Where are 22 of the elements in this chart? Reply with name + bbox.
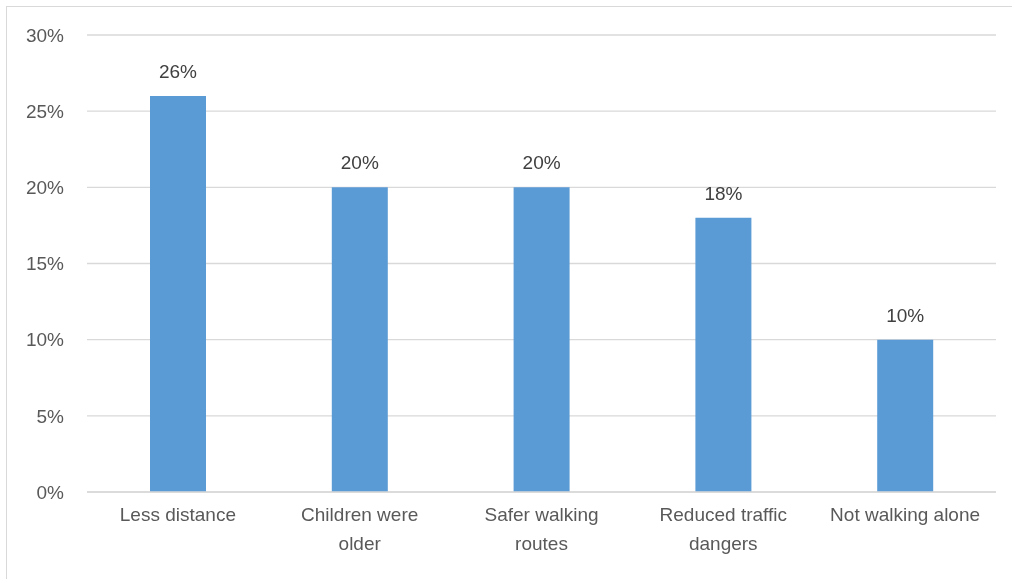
x-tick-label: Not walking alone — [830, 504, 981, 525]
y-tick-label: 30% — [25, 24, 65, 46]
data-label: 10% — [886, 304, 925, 326]
y-tick-label: 20% — [25, 177, 65, 199]
data-label: 26% — [158, 60, 198, 82]
data-label: 18% — [704, 182, 743, 204]
x-tick-label: Less distance — [119, 504, 236, 525]
data-label: 20% — [340, 152, 379, 174]
x-tick-label: Safer walking routes — [484, 504, 599, 554]
bar — [331, 187, 388, 492]
data-label: 20% — [522, 152, 561, 174]
y-tick-label: 10% — [25, 329, 65, 351]
y-tick-label: 5% — [36, 405, 65, 427]
y-tick-label: 25% — [25, 100, 65, 122]
bar — [513, 187, 570, 492]
x-tick-label: Reduced traffic dangers — [659, 504, 788, 554]
bar — [695, 217, 752, 492]
bar — [150, 95, 206, 492]
bar — [877, 339, 934, 492]
y-tick-label: 0% — [36, 481, 65, 503]
y-tick-label: 15% — [25, 253, 65, 275]
x-tick-label: Children were older — [301, 504, 419, 554]
